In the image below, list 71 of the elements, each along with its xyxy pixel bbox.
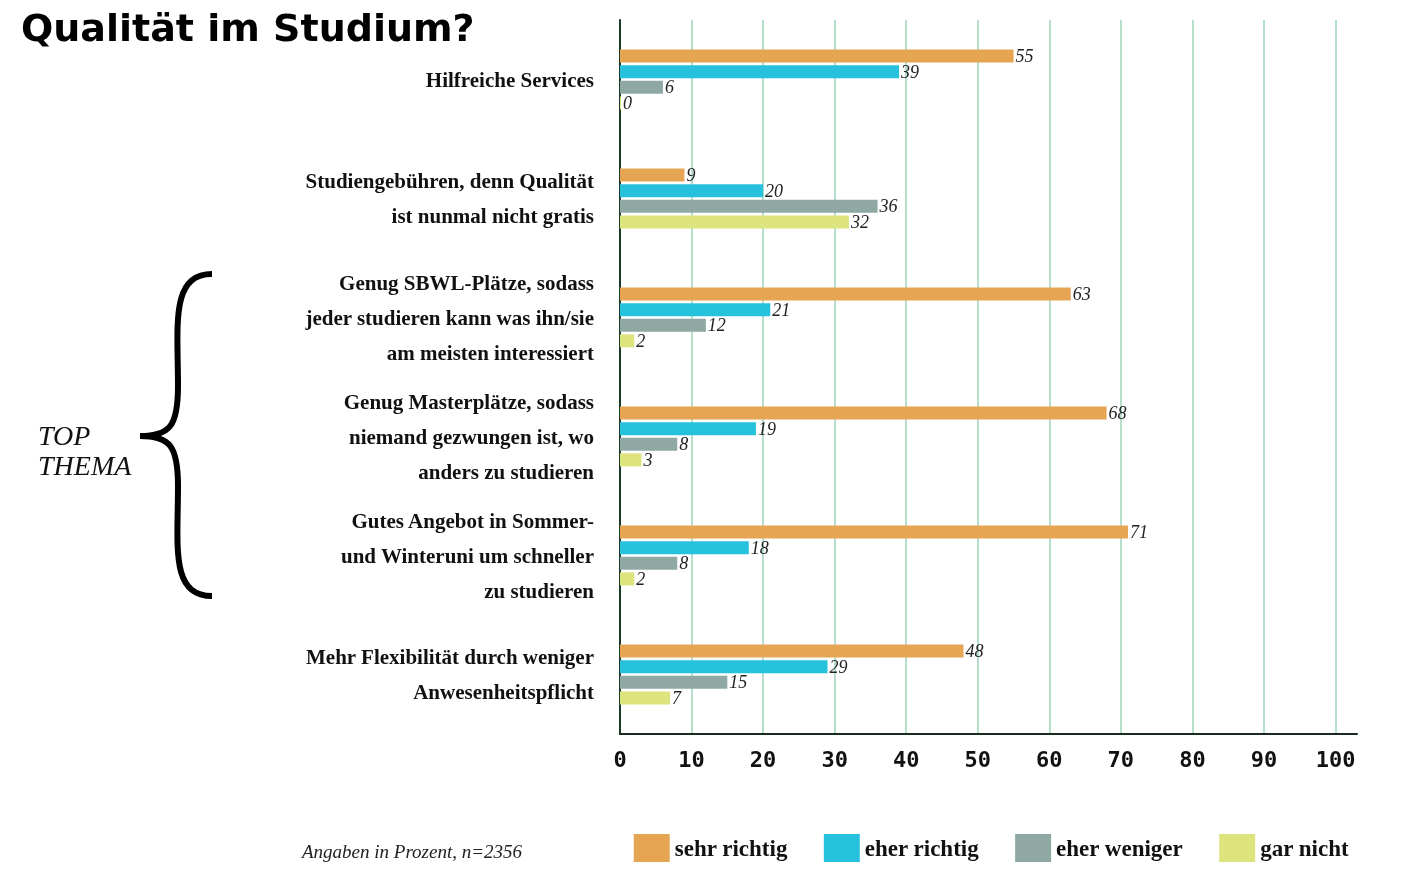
y-tick-label: Genug Masterplätze, sodass niemand gezwungen ist, wo anders zu studieren [343, 389, 595, 484]
x-tick-label: 60 [1036, 746, 1063, 772]
data-label: 55 [1015, 46, 1034, 67]
bar [620, 525, 1129, 539]
data-label: 7 [672, 687, 683, 708]
x-tick-label: 0 [613, 746, 627, 772]
bar [620, 303, 771, 317]
bar [620, 541, 749, 555]
data-label: 48 [965, 641, 984, 662]
x-tick-label: 70 [1107, 746, 1135, 772]
data-label: 36 [878, 196, 898, 217]
x-tick-label: 30 [821, 746, 848, 772]
bar [620, 675, 728, 689]
y-tick-label: Hilfreiche Services [425, 67, 594, 92]
data-label: 6 [664, 77, 674, 98]
data-label: 15 [729, 672, 748, 693]
bar [620, 49, 1014, 63]
text: Qualität im Studium? [21, 6, 475, 50]
bar [620, 334, 635, 348]
bar [620, 644, 964, 658]
bar [620, 572, 635, 586]
data-label: 9 [686, 165, 696, 186]
x-tick-label: 40 [892, 746, 920, 772]
data-label: 39 [900, 61, 920, 82]
bar [620, 199, 878, 213]
bar [620, 184, 764, 198]
bar [620, 168, 685, 182]
data-label: 29 [829, 656, 848, 677]
bar [620, 406, 1107, 420]
x-tick-label: 50 [964, 746, 992, 772]
data-label: 63 [1072, 284, 1091, 305]
bar [620, 660, 828, 674]
x-tick-label: 90 [1250, 746, 1278, 772]
bar [620, 65, 900, 79]
text: TOP THEMA [38, 419, 133, 481]
data-label: 12 [707, 315, 726, 336]
bar [620, 691, 671, 705]
data-label: 8 [679, 553, 689, 574]
bar [620, 80, 663, 94]
x-tick-label: 20 [749, 746, 777, 772]
data-label: 19 [757, 418, 776, 439]
y-tick-label: Gutes Angebot in Sommer- und Winteruni um schneller zu studieren [340, 508, 595, 603]
data-label: 2 [636, 330, 646, 351]
data-label: 71 [1130, 522, 1149, 543]
data-label: 8 [679, 434, 689, 455]
y-tick-label: Genug SBWL-Plätze, sodass jeder studieren kann was ihn/sie am meisten interessiert [304, 270, 594, 365]
x-tick-label: 80 [1179, 746, 1206, 772]
bar [620, 437, 678, 451]
y-tick-label: Studiengebühren, denn Qualität ist nunmal nicht gratis [305, 169, 594, 228]
bar [620, 287, 1071, 301]
legend-label: eher richtig [864, 835, 980, 861]
data-label: 68 [1108, 403, 1127, 424]
bar [620, 215, 849, 229]
data-label: 0 [623, 92, 632, 113]
data-label: 21 [772, 299, 791, 320]
x-tick-label: 10 [678, 746, 705, 772]
bar [620, 453, 642, 467]
data-label: 3 [642, 449, 653, 470]
bar [620, 422, 756, 436]
y-tick-label: Mehr Flexibilität durch weniger Anwesenheitspflicht [306, 645, 594, 704]
data-label: 18 [750, 537, 769, 558]
bar [620, 318, 706, 332]
bar [620, 556, 678, 570]
data-label: 2 [636, 568, 646, 589]
text: Angaben in Prozent, n=2356 [300, 841, 523, 862]
x-tick-label: 100 [1315, 746, 1356, 772]
data-label: 20 [765, 180, 784, 201]
legend-label: gar nicht [1260, 835, 1349, 861]
data-label: 32 [849, 211, 869, 232]
legend-label: eher weniger [1056, 835, 1183, 861]
legend-label: sehr richtig [674, 835, 788, 861]
